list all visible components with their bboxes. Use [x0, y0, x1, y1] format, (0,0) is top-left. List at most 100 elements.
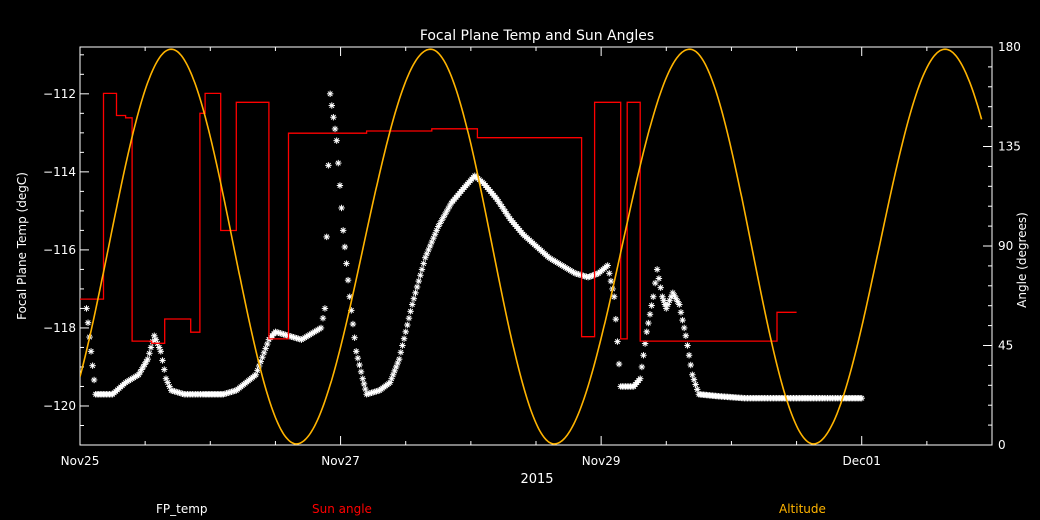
asterisk-stroke [251, 373, 257, 379]
y-tick-label-left: −120 [43, 399, 76, 413]
asterisk-stroke [642, 340, 648, 347]
fp-temp-marker [648, 302, 655, 309]
asterisk-stroke [151, 333, 157, 339]
asterisk-stroke [340, 227, 346, 233]
asterisk-stroke [659, 294, 665, 300]
fp-temp-marker [354, 354, 362, 362]
fp-temp-point [682, 332, 690, 339]
asterisk-stroke [647, 311, 653, 317]
asterisk-stroke [148, 344, 154, 351]
asterisk-stroke [689, 372, 695, 378]
asterisk-stroke [691, 377, 697, 383]
asterisk-stroke [608, 278, 614, 284]
asterisk-stroke [447, 203, 453, 209]
fp-temp-marker [615, 360, 623, 368]
fp-temp-marker [161, 366, 168, 373]
asterisk-stroke [335, 160, 341, 166]
fp-temp-marker [681, 324, 688, 332]
y-tick-label-right: 180 [998, 40, 1021, 54]
fp-temp-point [83, 305, 90, 312]
asterisk-stroke [603, 264, 609, 270]
asterisk-stroke [613, 316, 619, 322]
y-tick-label-left: −112 [43, 87, 76, 101]
fp-temp-marker [343, 260, 350, 267]
fp-temp-marker [120, 380, 128, 388]
fp-temp-marker [344, 276, 352, 284]
y-axis-label-left: Focal Plane Temp (degC) [15, 172, 29, 320]
asterisk-stroke [158, 348, 164, 354]
fp-temp-marker [159, 357, 166, 364]
fp-temp-point [339, 227, 347, 234]
x-tick-label: Nov29 [582, 454, 621, 468]
fp-temp-marker [438, 217, 445, 224]
fp-temp-marker [674, 298, 681, 305]
asterisk-stroke [614, 339, 621, 345]
fp-temp-point [409, 301, 416, 308]
fp-temp-marker [394, 359, 401, 367]
asterisk-stroke [264, 341, 270, 347]
fp-temp-marker [635, 377, 642, 384]
asterisk-stroke [649, 302, 655, 309]
asterisk-stroke [570, 269, 577, 275]
x-tick-label: Dec01 [842, 454, 881, 468]
fp-temp-point [689, 371, 696, 378]
fp-temp-marker [690, 376, 698, 383]
fp-temp-marker [505, 213, 512, 220]
fp-temp-marker [155, 344, 163, 351]
fp-temp-marker [413, 283, 421, 291]
asterisk-stroke [417, 272, 423, 278]
x-tick-label: Nov27 [321, 454, 360, 468]
asterisk-stroke [681, 325, 687, 331]
fp-temp-marker [492, 194, 499, 201]
asterisk-stroke [297, 336, 303, 342]
y-tick-label-right: 45 [998, 339, 1013, 353]
legend-altitude: Altitude [779, 502, 826, 516]
asterisk-stroke [479, 179, 485, 185]
asterisk-stroke [606, 270, 612, 276]
asterisk-stroke [686, 352, 692, 358]
asterisk-stroke [347, 294, 353, 300]
asterisk-stroke [343, 260, 350, 267]
asterisk-stroke [353, 348, 359, 354]
asterisk-stroke [673, 296, 679, 302]
asterisk-stroke [406, 315, 412, 321]
asterisk-stroke [557, 261, 564, 268]
fp-temp-marker [146, 350, 153, 357]
asterisk-stroke [121, 381, 127, 387]
fp-temp-marker [646, 311, 654, 318]
asterisk-stroke [504, 211, 510, 217]
asterisk-stroke [693, 381, 699, 388]
fp-temp-marker [655, 275, 663, 282]
asterisk-stroke [320, 315, 326, 321]
asterisk-stroke [338, 205, 345, 211]
fp-temp-marker [412, 289, 419, 297]
fp-temp-marker [657, 284, 664, 291]
asterisk-stroke [671, 293, 678, 299]
fp-temp-point [326, 90, 334, 98]
asterisk-stroke [322, 305, 328, 312]
fp-temp-marker [443, 208, 450, 216]
fp-temp-marker [405, 314, 413, 322]
asterisk-stroke [399, 342, 406, 349]
fp-temp-marker [341, 243, 349, 251]
legend-sun-angle: Sun angle [312, 502, 372, 516]
fp-temp-marker [356, 361, 363, 369]
fp-temp-point [321, 305, 329, 312]
asterisk-stroke [401, 336, 407, 342]
asterisk-stroke [652, 280, 658, 286]
fp-temp-marker [433, 227, 440, 234]
fp-temp-marker [362, 385, 369, 393]
fp-temp-marker [143, 358, 150, 365]
asterisk-stroke [385, 381, 392, 387]
asterisk-stroke [639, 364, 645, 370]
asterisk-stroke [163, 376, 169, 382]
asterisk-stroke [362, 386, 368, 392]
fp-temp-marker [420, 260, 427, 267]
fp-temp-marker [254, 367, 261, 374]
fp-temp-marker [90, 376, 98, 384]
asterisk-stroke [675, 299, 681, 305]
y-tick-label-right: 135 [998, 140, 1021, 154]
asterisk-stroke [90, 363, 96, 369]
asterisk-stroke [404, 322, 410, 328]
